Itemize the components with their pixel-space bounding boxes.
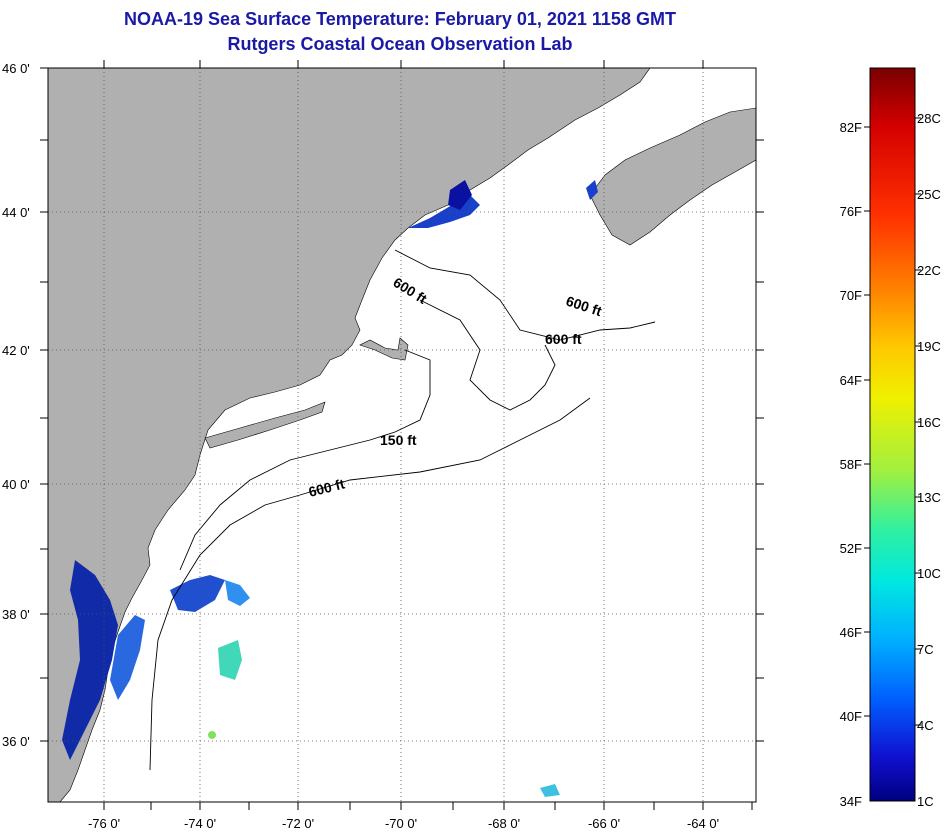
- sst-patch-chesapeake: [62, 560, 118, 760]
- lat-label: 36 0': [2, 734, 30, 749]
- sst-patch-maine-dark: [448, 180, 472, 210]
- colorbar-c-label: 7C: [917, 642, 934, 657]
- colorbar-c-label: 22C: [917, 263, 941, 278]
- lon-label: -76 0': [88, 816, 120, 831]
- lat-label: 40 0': [2, 477, 30, 492]
- colorbar-f-label: 40F: [840, 709, 862, 724]
- colorbar-f-label: 58F: [840, 457, 862, 472]
- map-frame: [47, 67, 757, 803]
- lon-label: -68 0': [488, 816, 520, 831]
- sst-patch-fundy: [586, 180, 598, 200]
- sst-patch-southeast: [540, 784, 560, 797]
- temperature-colorbar: [869, 67, 916, 802]
- sst-patch-offshore-nj: [170, 575, 225, 612]
- lon-label: -64 0': [687, 816, 719, 831]
- colorbar-f-label: 76F: [840, 204, 862, 219]
- lon-label: -70 0': [385, 816, 417, 831]
- colorbar-c-label: 4C: [917, 718, 934, 733]
- long-island: [204, 401, 326, 449]
- colorbar-c-label: 25C: [917, 187, 941, 202]
- sst-patch-offshore-cyan: [225, 580, 250, 606]
- colorbar-c-label: 13C: [917, 490, 941, 505]
- colorbar-f-label: 46F: [840, 625, 862, 640]
- map-tick-marks: [40, 60, 764, 810]
- colorbar-c-label: 19C: [917, 339, 941, 354]
- sst-patch-south-green: [208, 731, 216, 739]
- colorbar-f-label: 34F: [840, 794, 862, 809]
- colorbar-f-label: 82F: [840, 120, 862, 135]
- map-subtitle: Rutgers Coastal Ocean Observation Lab: [227, 34, 573, 54]
- colorbar-f-label: 70F: [840, 288, 862, 303]
- colorbar-c-label: 16C: [917, 415, 941, 430]
- cape-cod: [359, 337, 409, 361]
- lon-label: -66 0': [588, 816, 620, 831]
- map-title: NOAA-19 Sea Surface Temperature: Februar…: [124, 9, 676, 29]
- lat-label: 38 0': [2, 607, 30, 622]
- lat-label: 46 0': [2, 61, 30, 76]
- nova-scotia: [589, 107, 756, 246]
- colorbar-c-label: 1C: [917, 794, 934, 809]
- contour-label-600ft-georges: 600 ft: [545, 331, 582, 347]
- depth-contours: [149, 249, 656, 771]
- sst-patch-offshore-green: [218, 640, 242, 680]
- sst-patch-delmarva: [110, 615, 145, 700]
- lat-label: 44 0': [2, 205, 30, 220]
- colorbar-f-label: 52F: [840, 541, 862, 556]
- colorbar-c-label: 10C: [917, 566, 941, 581]
- colorbar-c-label: 28C: [917, 111, 941, 126]
- lon-label: -74 0': [184, 816, 216, 831]
- colorbar-ticks: [864, 117, 921, 726]
- lat-label: 42 0': [2, 343, 30, 358]
- lon-label: -72 0': [282, 816, 314, 831]
- us-landmass: [48, 68, 651, 802]
- contour-label-150ft: 150 ft: [380, 432, 417, 448]
- colorbar-f-label: 64F: [840, 373, 862, 388]
